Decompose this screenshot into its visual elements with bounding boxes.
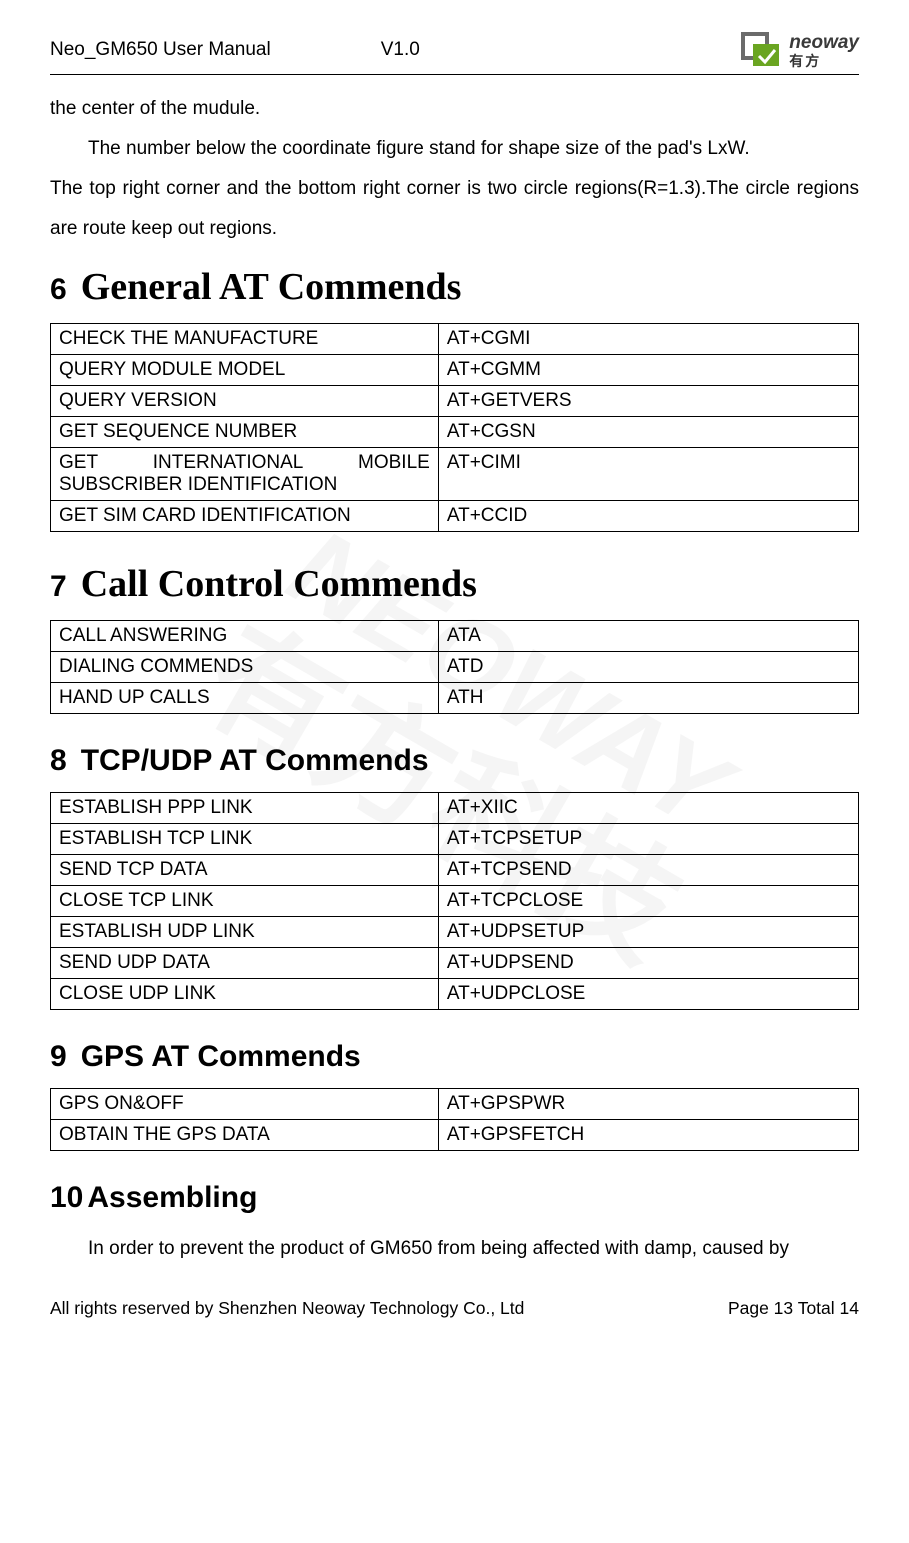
page-footer: All rights reserved by Shenzhen Neoway T… — [50, 1298, 859, 1319]
logo: neoway 有方 — [739, 30, 859, 70]
table-row: ESTABLISH PPP LINKAT+XIIC — [51, 792, 859, 823]
cell: AT+XIIC — [438, 792, 858, 823]
cell: AT+TCPSEND — [438, 854, 858, 885]
footer-left: All rights reserved by Shenzhen Neoway T… — [50, 1298, 524, 1319]
section-8-heading: 8 TCP/UDP AT Commends — [50, 744, 859, 778]
table-row: DIALING COMMENDSATD — [51, 651, 859, 682]
cell: ATH — [438, 682, 858, 713]
table-row: SEND TCP DATAAT+TCPSEND — [51, 854, 859, 885]
cell: AT+UDPSETUP — [438, 916, 858, 947]
cell: AT+CCID — [438, 500, 858, 531]
logo-cn: 有方 — [789, 54, 859, 68]
cell: AT+TCPCLOSE — [438, 885, 858, 916]
table-6: CHECK THE MANUFACTUREAT+CGMI QUERY MODUL… — [50, 323, 859, 532]
logo-brand: neoway — [789, 33, 859, 52]
cell: AT+CIMI — [438, 447, 858, 500]
cell: CHECK THE MANUFACTURE — [51, 323, 439, 354]
section-num: 10 — [50, 1181, 83, 1215]
section-title: General AT Commends — [81, 265, 462, 309]
cell: AT+GPSFETCH — [438, 1119, 858, 1150]
table-row: CALL ANSWERINGATA — [51, 620, 859, 651]
cell: CLOSE UDP LINK — [51, 978, 439, 1009]
cell: AT+CGMM — [438, 354, 858, 385]
section-title: TCP/UDP AT Commends — [81, 744, 429, 778]
cell: AT+CGMI — [438, 323, 858, 354]
cell: ATD — [438, 651, 858, 682]
section-10-heading: 10 Assembling — [50, 1181, 859, 1215]
table-row: GPS ON&OFFAT+GPSPWR — [51, 1088, 859, 1119]
table-row: OBTAIN THE GPS DATAAT+GPSFETCH — [51, 1119, 859, 1150]
page-header: Neo_GM650 User Manual V1.0 neoway 有方 — [50, 30, 859, 75]
cell: CALL ANSWERING — [51, 620, 439, 651]
closing-text: In order to prevent the product of GM650… — [50, 1229, 859, 1269]
cell: ESTABLISH UDP LINK — [51, 916, 439, 947]
table-row: CHECK THE MANUFACTUREAT+CGMI — [51, 323, 859, 354]
cell: AT+CGSN — [438, 416, 858, 447]
cell: AT+GPSPWR — [438, 1088, 858, 1119]
footer-right: Page 13 Total 14 — [728, 1298, 859, 1319]
section-7-heading: 7 Call Control Commends — [50, 562, 859, 606]
section-num: 8 — [50, 744, 67, 778]
cell: DIALING COMMENDS — [51, 651, 439, 682]
table-7: CALL ANSWERINGATA DIALING COMMENDSATD HA… — [50, 620, 859, 714]
cell: SEND UDP DATA — [51, 947, 439, 978]
cell: GET SEQUENCE NUMBER — [51, 416, 439, 447]
table-row: CLOSE TCP LINKAT+TCPCLOSE — [51, 885, 859, 916]
table-row: SEND UDP DATAAT+UDPSEND — [51, 947, 859, 978]
logo-icon — [739, 30, 783, 70]
table-row: ESTABLISH UDP LINKAT+UDPSETUP — [51, 916, 859, 947]
section-title: Call Control Commends — [81, 562, 477, 606]
cell: SEND TCP DATA — [51, 854, 439, 885]
section-num: 7 — [50, 570, 67, 604]
cell: ESTABLISH TCP LINK — [51, 823, 439, 854]
doc-title: Neo_GM650 User Manual — [50, 39, 271, 61]
intro-line1: the center of the mudule. — [50, 98, 260, 119]
cell: GETINTERNATIONALMOBILESUBSCRIBER IDENTIF… — [51, 447, 439, 500]
table-row: QUERY MODULE MODELAT+CGMM — [51, 354, 859, 385]
cell: QUERY VERSION — [51, 385, 439, 416]
cell: AT+UDPCLOSE — [438, 978, 858, 1009]
cell: ESTABLISH PPP LINK — [51, 792, 439, 823]
table-row: GETINTERNATIONALMOBILESUBSCRIBER IDENTIF… — [51, 447, 859, 500]
table-8: ESTABLISH PPP LINKAT+XIIC ESTABLISH TCP … — [50, 792, 859, 1010]
intro-text: the center of the mudule. The number bel… — [50, 89, 859, 249]
section-title: Assembling — [87, 1181, 257, 1215]
doc-version: V1.0 — [381, 39, 420, 61]
cell: AT+UDPSEND — [438, 947, 858, 978]
section-title: GPS AT Commends — [81, 1040, 361, 1074]
section-num: 6 — [50, 273, 67, 307]
intro-line2: The number below the coordinate figure s… — [50, 129, 859, 169]
section-6-heading: 6 General AT Commends — [50, 265, 859, 309]
section-num: 9 — [50, 1040, 67, 1074]
cell: CLOSE TCP LINK — [51, 885, 439, 916]
table-row: ESTABLISH TCP LINKAT+TCPSETUP — [51, 823, 859, 854]
cell: GET SIM CARD IDENTIFICATION — [51, 500, 439, 531]
section-9-heading: 9 GPS AT Commends — [50, 1040, 859, 1074]
cell: OBTAIN THE GPS DATA — [51, 1119, 439, 1150]
table-row: CLOSE UDP LINKAT+UDPCLOSE — [51, 978, 859, 1009]
cell: AT+TCPSETUP — [438, 823, 858, 854]
intro-line3: The top right corner and the bottom righ… — [50, 169, 859, 249]
table-9: GPS ON&OFFAT+GPSPWR OBTAIN THE GPS DATAA… — [50, 1088, 859, 1151]
table-row: GET SIM CARD IDENTIFICATIONAT+CCID — [51, 500, 859, 531]
cell: ATA — [438, 620, 858, 651]
cell: GPS ON&OFF — [51, 1088, 439, 1119]
table-row: HAND UP CALLSATH — [51, 682, 859, 713]
cell: QUERY MODULE MODEL — [51, 354, 439, 385]
cell: HAND UP CALLS — [51, 682, 439, 713]
table-row: GET SEQUENCE NUMBERAT+CGSN — [51, 416, 859, 447]
cell: AT+GETVERS — [438, 385, 858, 416]
table-row: QUERY VERSIONAT+GETVERS — [51, 385, 859, 416]
